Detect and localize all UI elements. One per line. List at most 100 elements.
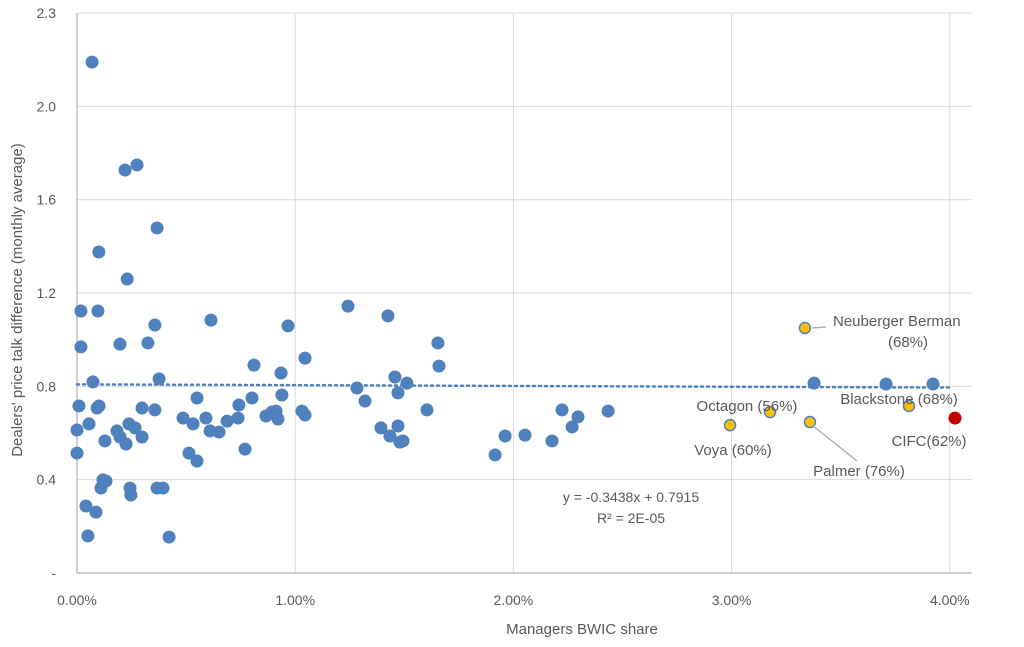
data-point <box>601 404 615 418</box>
point-label: Blackstone (68%) <box>840 391 958 408</box>
y-axis-title: Dealers' price talk difference (monthly … <box>9 143 26 457</box>
data-point <box>231 411 245 425</box>
data-point <box>124 488 138 502</box>
data-point <box>190 391 204 405</box>
trend-r2: R² = 2E-05 <box>597 510 665 526</box>
data-points <box>70 55 962 544</box>
data-point <box>118 163 132 177</box>
data-point <box>162 530 176 544</box>
data-point <box>141 336 155 350</box>
y-tick-label: 2.0 <box>37 98 57 114</box>
data-point <box>565 420 579 434</box>
y-tick-label: 1.6 <box>37 192 57 208</box>
data-point <box>391 386 405 400</box>
y-tick-label: 2.3 <box>37 5 57 21</box>
data-point <box>81 529 95 543</box>
point-label: (68%) <box>888 334 928 351</box>
data-point <box>70 446 84 460</box>
x-tick-label: 2.00% <box>494 592 534 608</box>
data-point <box>128 421 142 435</box>
data-point <box>70 423 84 437</box>
x-axis-title: Managers BWIC share <box>506 621 658 638</box>
data-point <box>120 272 134 286</box>
highlight-point <box>763 405 777 419</box>
data-point <box>381 309 395 323</box>
data-point <box>247 358 261 372</box>
data-point <box>545 434 559 448</box>
x-tick-label: 1.00% <box>275 592 315 608</box>
data-point <box>400 376 414 390</box>
data-point <box>92 399 106 413</box>
data-point <box>79 499 93 513</box>
data-point <box>238 442 252 456</box>
x-tick-label: 0.00% <box>57 592 97 608</box>
leader-line <box>811 424 858 462</box>
data-point <box>358 394 372 408</box>
highlight-point <box>902 399 916 413</box>
highlight-point <box>723 418 737 432</box>
y-tick-label: 0.8 <box>37 378 57 394</box>
y-tick-label: - <box>51 565 56 581</box>
data-point <box>199 411 213 425</box>
highlight-point <box>798 321 812 335</box>
cifc-point <box>948 411 962 425</box>
data-point <box>204 313 218 327</box>
data-point <box>186 417 200 431</box>
y-tick-label: 0.4 <box>37 472 57 488</box>
data-point <box>432 359 446 373</box>
data-point <box>86 375 100 389</box>
data-point <box>350 381 364 395</box>
data-point <box>374 421 388 435</box>
x-tick-label: 3.00% <box>712 592 752 608</box>
data-point <box>148 318 162 332</box>
point-label: Voya (60%) <box>694 442 772 459</box>
data-point <box>488 448 502 462</box>
y-tick-label: 1.2 <box>37 285 57 301</box>
tick-labels: - 0.4 0.8 1.2 1.6 2.0 2.3 0.00% 1.00% 2.00% 3.00% 4… <box>37 5 970 608</box>
data-point <box>555 403 569 417</box>
data-point <box>150 221 164 235</box>
data-point <box>220 414 234 428</box>
data-point <box>190 454 204 468</box>
data-point <box>518 428 532 442</box>
data-point <box>275 388 289 402</box>
data-point <box>245 391 259 405</box>
data-point <box>571 410 585 424</box>
data-point <box>212 425 226 439</box>
data-point <box>298 351 312 365</box>
data-point <box>391 419 405 433</box>
data-point <box>182 446 196 460</box>
data-point <box>135 430 149 444</box>
data-point <box>135 401 149 415</box>
data-point <box>274 366 288 380</box>
data-point <box>72 399 86 413</box>
data-point <box>807 376 821 390</box>
trendline <box>75 383 952 389</box>
data-point <box>91 304 105 318</box>
gridlines <box>77 12 972 573</box>
data-point <box>926 377 940 391</box>
data-point <box>396 434 410 448</box>
point-labels: Neuberger Berman (68%) Octagon (56%) Voya (… <box>694 313 966 480</box>
data-point <box>119 437 133 451</box>
data-point <box>130 158 144 172</box>
leader-line <box>811 326 827 329</box>
data-point <box>94 481 108 495</box>
data-point <box>879 377 893 391</box>
data-point <box>341 299 355 313</box>
axes <box>76 13 972 574</box>
trendline-path <box>75 383 952 389</box>
data-point <box>232 398 246 412</box>
data-point <box>152 372 166 386</box>
x-tick-label: 4.00% <box>930 592 970 608</box>
data-point <box>271 412 285 426</box>
data-point <box>74 340 88 354</box>
point-label: Palmer (76%) <box>813 463 905 480</box>
data-point <box>498 429 512 443</box>
data-point <box>431 336 445 350</box>
data-point <box>92 245 106 259</box>
data-point <box>420 403 434 417</box>
point-label: CIFC(62%) <box>891 433 966 450</box>
data-point <box>98 434 112 448</box>
